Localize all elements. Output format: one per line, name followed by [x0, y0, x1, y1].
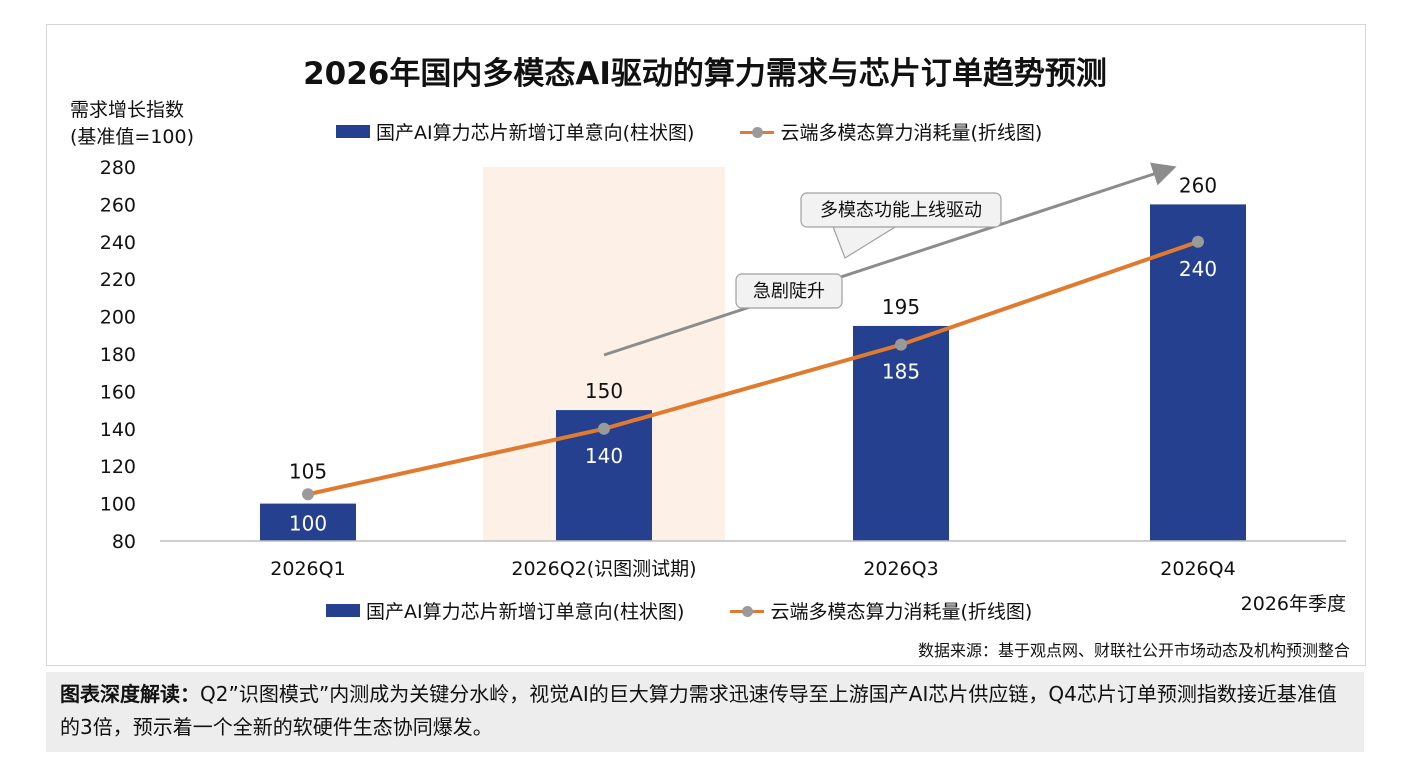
line-value-label: 140: [585, 444, 623, 468]
data-source: 数据来源：基于观点网、财联社公开市场动态及机构预测整合: [917, 641, 1350, 660]
legend-bottom-line-label: 云端多模态算力消耗量(折线图): [770, 601, 1033, 623]
y-axis-label: 需求增长指数 (基准值=100): [70, 97, 194, 151]
x-axis-label: 2026年季度: [1240, 593, 1346, 615]
y-tick-label: 280: [100, 157, 136, 179]
y-axis-label-line-1: 需求增长指数: [70, 99, 185, 121]
callout-text-2: 急剧陡升: [753, 281, 825, 302]
callout-text-1: 多模态功能上线驱动: [820, 200, 982, 221]
legend-bottom-bar-swatch: [326, 604, 360, 617]
legend-top: 国产AI算力芯片新增订单意向(柱状图) 云端多模态算力消耗量(折线图): [336, 118, 1042, 145]
callout-box-1: [800, 192, 1002, 228]
bar-value-label: 195: [882, 295, 920, 319]
line-value-label: 240: [1179, 257, 1217, 281]
legend-line-label: 云端多模态算力消耗量(折线图): [780, 122, 1043, 144]
callout-pointer-1: [831, 223, 903, 259]
line-point: [598, 422, 610, 435]
legend-bottom-line-swatch: [730, 604, 765, 618]
y-tick-label: 260: [100, 194, 136, 216]
x-tick-label: 2026Q4: [1160, 558, 1235, 580]
line-point: [302, 488, 314, 501]
line-value-label: 185: [882, 360, 920, 384]
y-tick-label: 100: [100, 494, 136, 516]
interpretation-text: Q2”识图模式”内测成为关键分水岭，视觉AI的巨大算力需求迅速传导至上游国产AI…: [60, 682, 1337, 739]
legend-bar-swatch: [336, 125, 370, 138]
x-tick-label: 2026Q2(识图测试期): [511, 558, 696, 580]
bar-value-label: 150: [585, 379, 623, 403]
y-axis-label-line-2: (基准值=100): [70, 126, 195, 148]
line-point: [895, 338, 907, 351]
callout-box-2: [735, 273, 843, 309]
y-tick-label: 120: [100, 456, 136, 478]
interpretation-label: 图表深度解读：: [60, 682, 200, 706]
y-tick-label: 240: [100, 232, 136, 254]
y-tick-label: 80: [112, 531, 136, 553]
line-value-label: 105: [289, 459, 327, 483]
legend-bottom: 国产AI算力芯片新增订单意向(柱状图) 云端多模态算力消耗量(折线图): [326, 597, 1032, 624]
y-tick-label: 140: [100, 419, 136, 441]
y-tick-label: 180: [100, 344, 136, 366]
line-series: [307, 239, 1199, 497]
x-tick-label: 2026Q3: [863, 558, 938, 580]
line-point: [1192, 235, 1204, 248]
bar-value-label: 100: [289, 512, 327, 536]
trend-arrow: [603, 162, 1177, 357]
bar-value-label: 260: [1179, 173, 1217, 197]
y-tick-label: 160: [100, 381, 136, 403]
bar: [1150, 204, 1246, 541]
interpretation-box: 图表深度解读：Q2”识图模式”内测成为关键分水岭，视觉AI的巨大算力需求迅速传导…: [46, 672, 1364, 752]
y-tick-label: 200: [100, 307, 136, 329]
chart-title: 2026年国内多模态AI驱动的算力需求与芯片订单趋势预测: [303, 56, 1107, 92]
y-tick-label: 220: [100, 269, 136, 291]
bar: [260, 503, 356, 541]
legend-bar-label: 国产AI算力芯片新增订单意向(柱状图): [376, 122, 695, 144]
bar: [853, 325, 949, 541]
legend-bottom-bar-label: 国产AI算力芯片新增订单意向(柱状图): [366, 601, 685, 623]
x-tick-label: 2026Q1: [270, 558, 345, 580]
legend-line-swatch: [740, 125, 775, 139]
